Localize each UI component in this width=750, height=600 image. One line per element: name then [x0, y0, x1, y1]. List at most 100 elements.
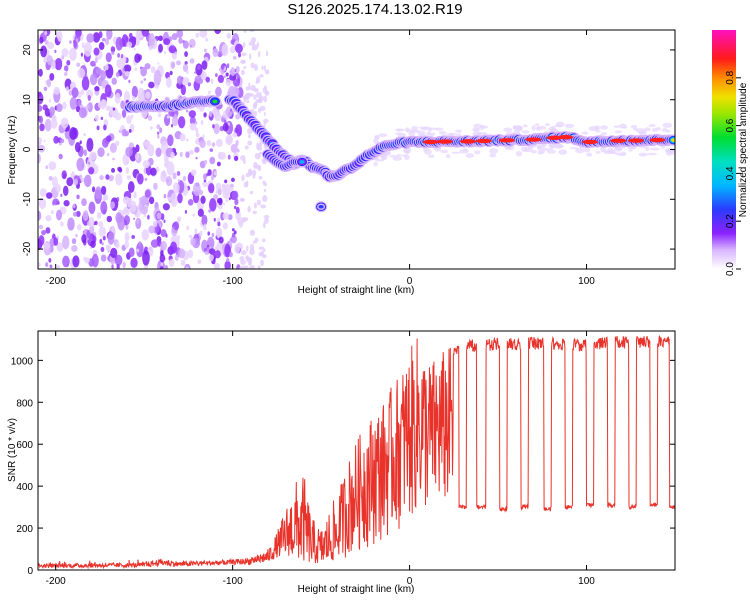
noise-speckle [69, 82, 75, 90]
noise-speckle [145, 140, 151, 148]
noise-speckle [228, 197, 231, 201]
noise-speckle [44, 30, 48, 36]
noise-speckle [60, 138, 65, 144]
noise-speckle [84, 257, 90, 264]
noise-speckle [38, 235, 45, 246]
noise-speckle [56, 264, 61, 269]
spectral-ridge [124, 94, 675, 213]
noise-speckle [48, 98, 52, 103]
noise-speckle [253, 88, 259, 93]
noise-speckle [240, 69, 245, 76]
ridge-peak [422, 139, 439, 145]
noise-speckle [189, 116, 196, 126]
noise-speckle [182, 40, 189, 49]
noise-speckle [124, 240, 129, 249]
noise-speckle [189, 44, 192, 48]
noise-speckle [239, 197, 245, 202]
noise-speckle [203, 223, 207, 228]
noise-speckle [214, 250, 221, 259]
noise-speckle [104, 64, 109, 71]
noise-speckle [263, 65, 266, 71]
noise-speckle [189, 58, 195, 64]
noise-speckle [65, 86, 69, 92]
noise-speckle [73, 40, 78, 49]
noise-speckle [59, 155, 62, 160]
noise-speckle [261, 65, 264, 71]
noise-speckle [214, 246, 218, 251]
noise-speckle [252, 44, 259, 51]
noise-speckle [167, 196, 172, 202]
y-tick-label: 800 [16, 398, 33, 409]
noise-speckle [225, 78, 232, 87]
noise-speckle [182, 175, 187, 182]
noise-speckle [238, 52, 242, 58]
noise-speckle [234, 43, 243, 54]
noise-speckle [263, 248, 266, 252]
noise-speckle [87, 94, 91, 102]
noise-speckle [111, 77, 117, 85]
noise-speckle [88, 201, 96, 215]
noise-speckle [61, 170, 67, 180]
noise-speckle [120, 100, 126, 110]
noise-speckle [650, 147, 660, 151]
y-tick-label: 1000 [11, 356, 34, 367]
noise-speckle [86, 33, 95, 43]
noise-speckle [255, 92, 260, 98]
noise-speckle [401, 154, 408, 157]
noise-speckle [94, 114, 99, 122]
noise-speckle [100, 185, 107, 195]
snr-plot-area [38, 331, 675, 570]
noise-speckle [451, 151, 461, 154]
noise-speckle [56, 242, 64, 252]
noise-speckle [166, 76, 172, 88]
noise-speckle [201, 214, 208, 226]
noise-speckle [213, 171, 217, 176]
noise-speckle [60, 221, 64, 227]
noise-speckle [253, 64, 259, 71]
noise-speckle [96, 125, 100, 131]
noise-speckle [662, 122, 673, 128]
noise-speckle [38, 154, 41, 160]
noise-speckle [166, 115, 170, 119]
noise-speckle [63, 71, 68, 76]
noise-speckle [240, 59, 246, 65]
noise-speckle [52, 198, 60, 206]
noise-speckle [218, 151, 226, 160]
noise-speckle [122, 196, 130, 204]
noise-speckle [204, 48, 207, 53]
noise-speckle [231, 228, 235, 232]
noise-speckle [258, 142, 262, 147]
noise-speckle [92, 32, 101, 43]
noise-speckle [258, 251, 263, 257]
noise-speckle [106, 30, 113, 40]
noise-speckle [69, 96, 78, 110]
noise-speckle [215, 86, 222, 97]
noise-speckle [38, 224, 44, 230]
noise-speckle [69, 127, 77, 140]
noise-speckle [105, 244, 112, 251]
noise-speckle [104, 84, 112, 98]
noise-speckle [208, 110, 213, 118]
noise-speckle [203, 247, 208, 252]
noise-speckle [98, 221, 104, 228]
colorbar-ticks: 0.0 0.2 0.4 0.6 0.8 [725, 70, 741, 276]
noise-speckle [240, 250, 247, 256]
noise-speckle [258, 50, 261, 58]
noise-speckle [136, 218, 140, 224]
noise-speckle [150, 167, 157, 176]
noise-speckle [212, 48, 219, 58]
noise-speckle [647, 152, 657, 156]
noise-speckle [638, 130, 647, 136]
noise-speckle [655, 127, 661, 131]
noise-speckle [178, 248, 186, 259]
noise-speckle [199, 230, 203, 237]
noise-speckle [43, 140, 46, 143]
noise-speckle [209, 248, 216, 255]
noise-speckle [264, 90, 270, 96]
noise-speckle [569, 147, 580, 150]
noise-speckle [72, 203, 76, 209]
noise-speckle [39, 123, 45, 132]
noise-speckle [126, 41, 133, 48]
noise-speckle [148, 225, 156, 234]
noise-speckle [184, 210, 188, 214]
